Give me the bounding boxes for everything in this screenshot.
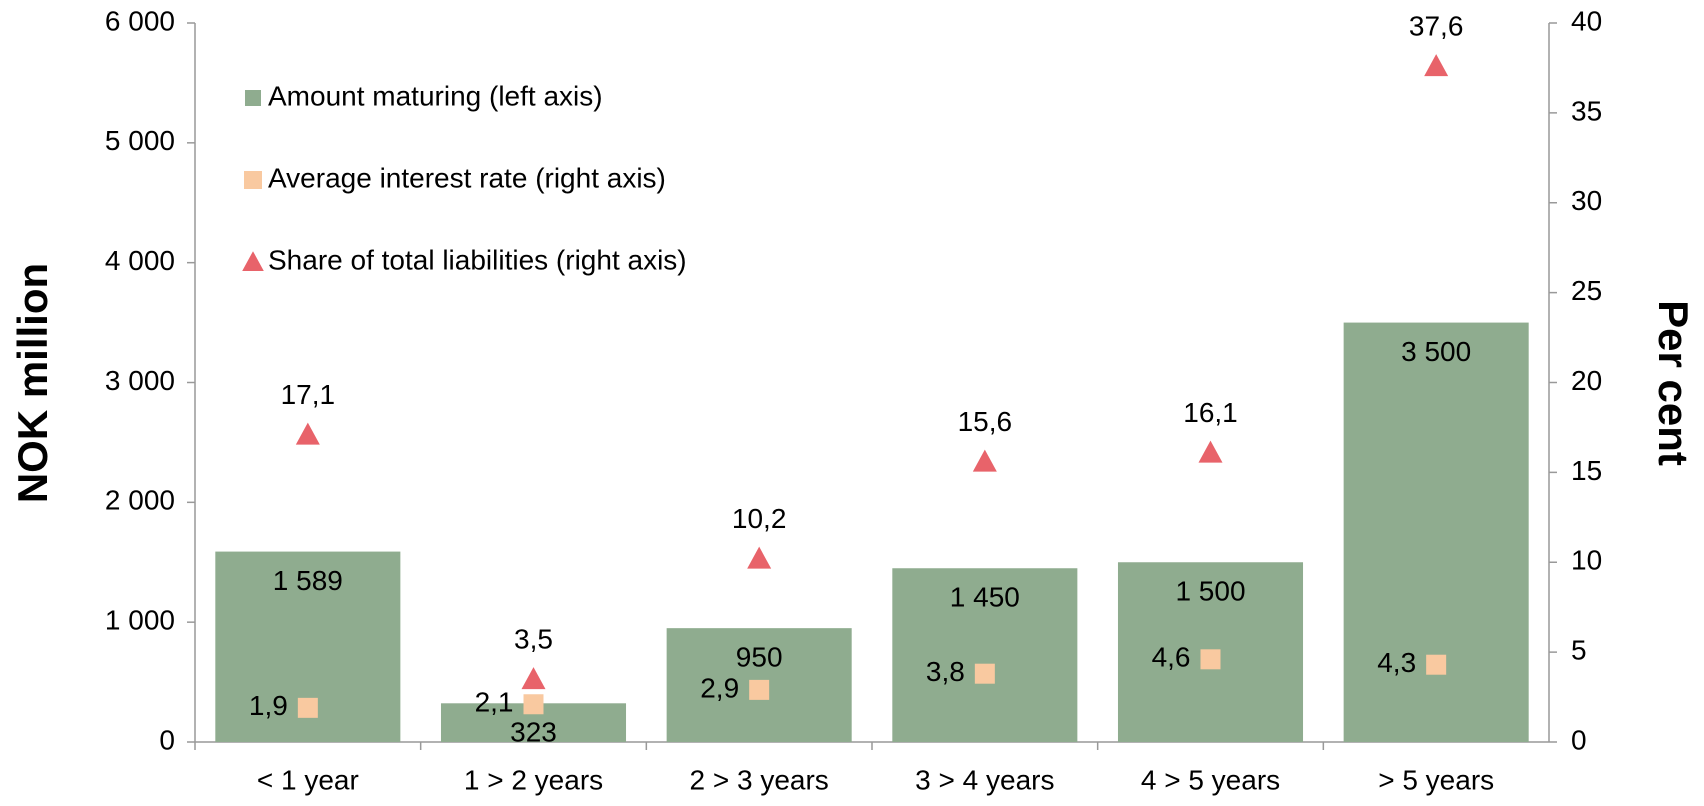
marker-value-label: 16,1 [1183,397,1238,428]
triangle-marker [242,251,264,271]
triangle-marker [1198,440,1223,463]
x-tick-label: 1 > 2 years [464,764,603,795]
triangle-marker [521,667,546,690]
y2-tick-label: 30 [1571,185,1602,216]
triangle-marker [972,449,997,472]
bar-value-label: 1 589 [273,565,343,596]
marker-value-label: 2,9 [700,672,739,703]
triangle-marker [747,546,772,569]
marker-value-label: 15,6 [958,406,1013,437]
square-marker [1200,649,1221,670]
y2-axis-title: Per cent [1650,300,1697,466]
y2-tick-label: 10 [1571,545,1602,576]
triangle-marker [295,422,320,445]
y2-tick-label: 25 [1571,275,1602,306]
legend-swatch [245,90,261,106]
square-marker [244,171,262,189]
y-tick-label: 4 000 [105,245,175,276]
marker-value-label: 3,5 [514,623,553,654]
y-tick-label: 0 [159,724,175,755]
y2-tick-label: 40 [1571,5,1602,36]
y-axis-title: NOK million [9,263,56,503]
y-tick-label: 1 000 [105,605,175,636]
bar-value-label: 1 450 [950,582,1020,613]
bar-value-label: 1 500 [1175,576,1245,607]
y-tick-label: 3 000 [105,365,175,396]
x-tick-label: 2 > 3 years [690,764,829,795]
legend-label: Share of total liabilities (right axis) [268,244,687,275]
marker-value-label: 3,8 [926,656,965,687]
x-tick-label: 4 > 5 years [1141,764,1280,795]
marker-value-label: 4,6 [1152,642,1191,673]
marker-value-label: 1,9 [249,690,288,721]
square-marker [523,694,544,715]
square-marker [749,679,770,700]
square-marker [1426,654,1447,675]
y-tick-label: 2 000 [105,485,175,516]
marker-value-label: 2,1 [475,687,514,718]
y2-tick-label: 0 [1571,724,1587,755]
bar [892,568,1078,742]
legend-label: Average interest rate (right axis) [268,162,666,193]
y-tick-label: 6 000 [105,5,175,36]
x-tick-label: > 5 years [1378,764,1494,795]
marker-value-label: 4,3 [1377,647,1416,678]
x-tick-label: 3 > 4 years [915,764,1054,795]
marker-value-label: 37,6 [1409,11,1464,42]
y-tick-label: 5 000 [105,125,175,156]
y2-tick-label: 5 [1571,635,1587,666]
bar-value-label: 950 [736,642,783,673]
legend-label: Amount maturing (left axis) [268,80,603,111]
x-tick-label: < 1 year [257,764,359,795]
bar [1343,322,1529,742]
bar-value-label: 323 [510,717,557,748]
y2-tick-label: 35 [1571,95,1602,126]
square-marker [974,663,995,684]
square-marker [297,697,318,718]
triangle-marker [1424,54,1449,77]
marker-value-label: 17,1 [281,379,336,410]
marker-value-label: 10,2 [732,503,787,534]
y2-tick-label: 15 [1571,455,1602,486]
y2-tick-label: 20 [1571,365,1602,396]
bar-value-label: 3 500 [1401,336,1471,367]
